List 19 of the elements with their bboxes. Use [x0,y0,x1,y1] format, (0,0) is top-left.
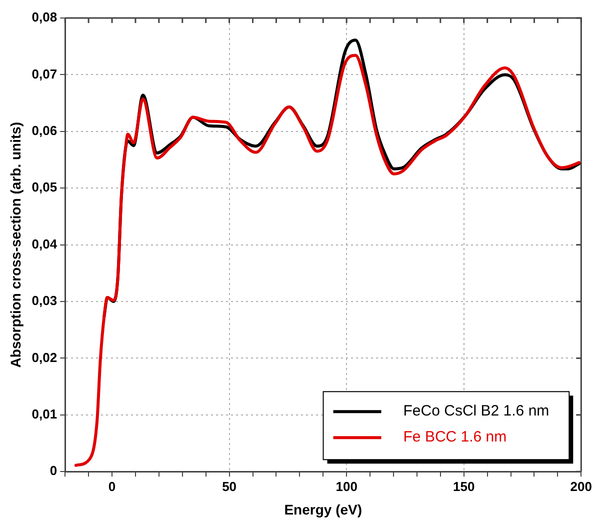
y-tick-label: 0,05 [32,180,58,195]
legend-label: Fe BCC 1.6 nm [403,428,507,446]
y-tick-label: 0,02 [32,350,58,365]
x-tick-label: 50 [222,478,237,494]
y-tick-label: 0,01 [32,406,58,422]
y-tick-label: 0,03 [32,293,58,308]
y-tick-label: 0,08 [32,10,58,25]
legend-label: FeCo CsCl B2 1.6 nm [403,402,550,420]
x-tick-label: 100 [336,478,358,494]
x-axis-title: Energy (eV) [284,501,362,518]
y-tick-label: 0 [50,463,58,478]
y-tick-label: 0,04 [32,236,58,252]
line-series [74,54,581,467]
x-tick-label: 150 [453,478,475,494]
x-tick-label: 0 [108,478,116,494]
y-tick-label: 0,06 [32,122,58,138]
x-tick-label: 200 [570,478,592,494]
y-axis-title: Absorption cross-section (arb. units) [7,122,24,368]
y-tick-label: 0,07 [32,66,58,82]
